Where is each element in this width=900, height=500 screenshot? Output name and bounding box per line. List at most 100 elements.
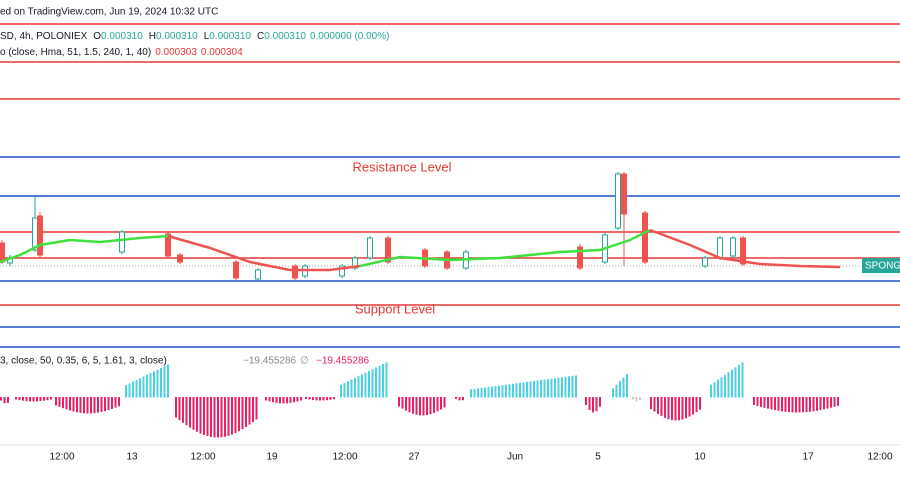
histogram-bar (139, 378, 141, 398)
histogram-bar (265, 397, 267, 401)
histogram-bar (364, 372, 367, 398)
histogram-bar (826, 397, 829, 409)
histogram-bar (802, 397, 804, 413)
ohlc-label: H (149, 31, 156, 42)
x-tick-label: 12:00 (867, 452, 892, 463)
histogram-bar (554, 378, 556, 398)
histogram-bar (501, 385, 504, 398)
histogram-bar (206, 397, 209, 437)
histogram-bar (65, 397, 68, 410)
ohlc-label: L (204, 31, 210, 42)
indicator-value: 0.000304 (201, 47, 243, 58)
histogram-bar (522, 382, 525, 398)
histogram-bar (529, 381, 532, 398)
histogram-bar (252, 397, 254, 423)
histogram-bar (340, 384, 342, 398)
histogram-bar (282, 397, 285, 404)
x-axis: 12:00 13 12:00 19 12:00 27 Jun 5 10 17 12:00 (49, 452, 892, 463)
histogram-bar (238, 397, 240, 432)
histogram-bar (550, 378, 553, 398)
ohlc-value: 0.000310 (209, 31, 251, 42)
histogram-bar (97, 397, 99, 413)
histogram-bar (118, 397, 120, 407)
resistance-label: Resistance Level (353, 159, 452, 174)
histogram-bar (491, 386, 493, 398)
histogram-bar (494, 386, 497, 398)
histogram-bar (300, 397, 302, 401)
histogram-bar (76, 397, 78, 413)
histogram-bar (533, 380, 535, 398)
histogram-bar (635, 397, 638, 402)
histogram-bar (809, 397, 811, 412)
histogram-bar (385, 362, 388, 398)
histogram-bar (415, 397, 418, 415)
histogram-bar (329, 397, 332, 400)
oscillator-params: 3, close, 50, 0.35, 6, 5, 1.61, 3, close… (0, 356, 167, 367)
histogram-bar (231, 397, 233, 435)
histogram-bar (167, 364, 169, 398)
ohlc-value: 0.000310 (101, 31, 143, 42)
histogram-bar (473, 388, 476, 398)
histogram-bar (575, 375, 577, 398)
price-tag: SPONG (865, 261, 900, 272)
histogram-bar (32, 397, 35, 402)
candle-body (32, 217, 38, 251)
histogram-bar (830, 397, 832, 408)
header-symbol: SD, 4h, POLONIEX O0.000310 H0.000310 L0.000… (0, 31, 389, 42)
histogram-bar (498, 385, 500, 398)
ma-line (649, 228, 841, 269)
histogram-bar (3, 397, 6, 404)
histogram-bar (741, 362, 744, 398)
histogram-bar (18, 397, 21, 401)
histogram-bar (788, 397, 790, 413)
histogram-bar (100, 397, 103, 412)
histogram-bar (536, 380, 539, 398)
histogram-bar (595, 397, 598, 412)
histogram-bar (333, 397, 335, 400)
ohlc-label: C (257, 31, 264, 42)
histogram-bar (619, 381, 621, 398)
histogram-bar (268, 397, 271, 402)
histogram-bar (149, 373, 152, 398)
histogram-bar (347, 381, 349, 398)
histogram-bar (275, 397, 278, 403)
histogram-bar (760, 397, 762, 407)
histogram-bar (660, 397, 663, 417)
histogram-bar (717, 379, 719, 398)
histogram-bar (674, 397, 677, 421)
ohlc-value: 0.000310 (264, 31, 306, 42)
histogram-bar (526, 381, 528, 398)
candle-body (0, 242, 5, 263)
histogram-bar (731, 369, 733, 398)
oscillator-symbol: ∅ (300, 356, 309, 367)
histogram-bar (408, 397, 411, 413)
histogram-bar (62, 397, 64, 409)
candle-body (367, 237, 373, 259)
histogram-bar (175, 397, 177, 418)
histogram-bar (224, 397, 226, 437)
histogram-bar (692, 397, 694, 415)
histogram-bar (142, 376, 145, 398)
x-tick-label: 12:00 (49, 452, 74, 463)
histogram-bar (487, 386, 490, 398)
histogram-bar (361, 374, 363, 398)
histogram-bar (823, 397, 825, 410)
price-tag-bg (862, 258, 900, 273)
histogram-bar (93, 397, 96, 414)
x-tick-label: 12:00 (332, 452, 357, 463)
histogram-bar (426, 397, 428, 416)
x-tick-label: Jun (507, 452, 523, 463)
histogram-bar (182, 397, 184, 423)
histogram-bar (305, 397, 307, 399)
histogram-bar (227, 397, 230, 436)
histogram-bar (46, 397, 49, 401)
histogram-bar (36, 397, 38, 402)
histogram-bar (727, 372, 730, 398)
histogram-bar (458, 397, 461, 401)
histogram-bar (378, 365, 381, 398)
change: 0.000000 (0.00%) (310, 31, 390, 42)
histogram-bar (69, 397, 71, 411)
ma-line (0, 234, 169, 264)
histogram-bar (699, 397, 701, 410)
candle-body (165, 233, 171, 257)
